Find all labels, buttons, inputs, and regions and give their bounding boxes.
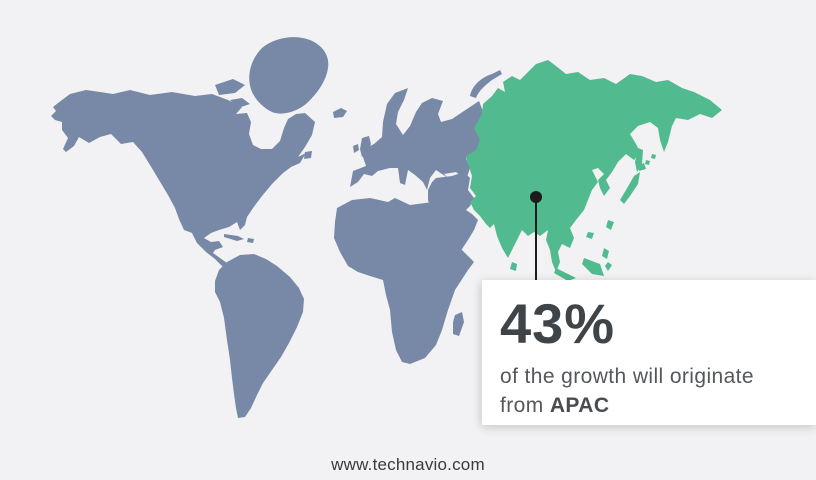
arctic-islands [215, 67, 276, 108]
north-america-landmass [51, 90, 315, 267]
greenland-landmass [249, 37, 329, 114]
stat-description-line1: of the growth will originate [500, 365, 754, 388]
newfoundland-island [304, 151, 312, 159]
japan-islands [620, 163, 646, 204]
novaya-zemlya-island [470, 70, 502, 98]
indonesia-islands [554, 258, 604, 281]
british-isles [333, 108, 371, 157]
stat-region-label: APAC [549, 394, 610, 417]
europe-landmass [350, 88, 486, 190]
sakhalin-island [635, 148, 656, 172]
stat-description: of the growth will originate from APAC [500, 362, 806, 420]
stat-description-line2-prefix: from [500, 394, 544, 417]
stat-percentage: 43% [500, 292, 616, 355]
madagascar-island [453, 312, 464, 336]
pacific-islands [510, 220, 614, 271]
website-attribution: www.technavio.com [331, 455, 485, 474]
marker-dot [530, 191, 542, 203]
caribbean-islands [224, 234, 254, 243]
stat-callout-card: 43% of the growth will originate from AP… [482, 280, 816, 425]
south-america-landmass [215, 254, 304, 418]
africa-landmass [334, 198, 474, 364]
apac-region-landmass [466, 60, 722, 272]
